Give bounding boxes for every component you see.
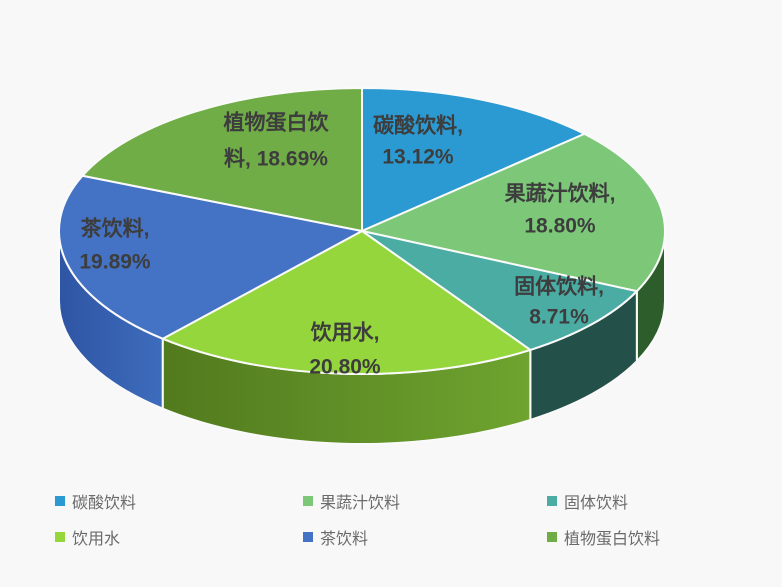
legend-label: 植物蛋白饮料 bbox=[564, 531, 661, 548]
legend-item-carbonated[interactable]: 碳酸饮料 bbox=[55, 490, 136, 512]
legend-swatch-solid bbox=[547, 496, 557, 506]
legend-item-water[interactable]: 饮用水 bbox=[55, 526, 120, 548]
slice-label-0-line1: 碳酸饮料, bbox=[373, 114, 463, 138]
slice-label-4-line1: 茶饮料, bbox=[81, 217, 150, 241]
pie-slice-0[interactable] bbox=[361, 87, 586, 232]
slice-label-2-line1: 固体饮料, bbox=[514, 275, 604, 299]
pie-slice-3[interactable] bbox=[161, 230, 532, 375]
legend-item-tea[interactable]: 茶饮料 bbox=[303, 526, 368, 548]
legend-label: 饮用水 bbox=[72, 531, 121, 548]
legend: 碳酸饮料 果蔬汁饮料 固体饮料 饮用水 茶饮料 植物蛋白饮料 bbox=[0, 0, 782, 548]
pie-chart[interactable]: 碳酸饮料, 13.12% 果蔬汁饮料, 18.80% 固体饮料, 8.71% 饮用水, 20.… bbox=[0, 0, 782, 470]
slice-label-5-line1: 植物蛋白饮 bbox=[224, 111, 330, 135]
legend-swatch-carbonated bbox=[55, 496, 65, 506]
slice-label-2-line2: 8.71% bbox=[529, 306, 589, 329]
legend-swatch-juice bbox=[303, 496, 313, 506]
pie-slice-1[interactable] bbox=[361, 132, 666, 293]
slice-label-1-line2: 18.80% bbox=[524, 215, 596, 238]
legend-label: 果蔬汁饮料 bbox=[320, 495, 401, 512]
slice-label-5-line2: 料, 18.69% bbox=[224, 148, 328, 171]
legend-swatch-tea bbox=[303, 532, 313, 542]
legend-swatch-water bbox=[55, 532, 65, 542]
pie-slice-2[interactable] bbox=[361, 230, 638, 351]
slice-label-1-line1: 果蔬汁饮料, bbox=[505, 182, 616, 206]
legend-swatch-plant-protein bbox=[547, 532, 557, 542]
legend-label: 固体饮料 bbox=[564, 495, 629, 512]
slice-label-3-line2: 20.80% bbox=[309, 356, 381, 379]
slice-label-0-line2: 13.12% bbox=[382, 146, 454, 169]
legend-label: 碳酸饮料 bbox=[72, 495, 137, 512]
legend-item-solid[interactable]: 固体饮料 bbox=[547, 490, 628, 512]
pie-slice-5[interactable] bbox=[81, 87, 363, 232]
legend-label: 茶饮料 bbox=[320, 531, 369, 548]
slice-label-4-line2: 19.89% bbox=[79, 251, 151, 274]
legend-item-juice[interactable]: 果蔬汁饮料 bbox=[303, 490, 400, 512]
legend-item-plant-protein[interactable]: 植物蛋白饮料 bbox=[547, 526, 660, 548]
slice-label-3-line1: 饮用水, bbox=[310, 321, 380, 345]
